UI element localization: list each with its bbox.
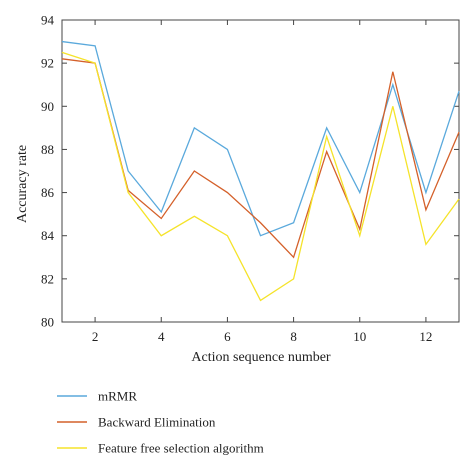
series-line-1 [61, 58, 460, 259]
y-tick-label: 84 [41, 228, 55, 243]
x-tick-label: 4 [158, 329, 165, 344]
x-tick-label: 6 [224, 329, 231, 344]
legend-label-0: mRMR [98, 389, 137, 404]
y-tick-label: 80 [41, 315, 54, 330]
y-tick-label: 82 [41, 271, 54, 286]
legend-label-2: Feature free selection algorithm [98, 441, 264, 456]
x-axis-title: Action sequence number [191, 350, 331, 365]
legend-label-1: Backward Elimination [98, 415, 216, 430]
y-tick-label: 90 [41, 99, 54, 114]
x-tick-label: 12 [419, 329, 432, 344]
y-tick-label: 92 [41, 56, 54, 71]
y-tick-label: 94 [41, 13, 55, 28]
series-line-0 [61, 40, 460, 237]
x-tick-label: 10 [353, 329, 366, 344]
x-tick-label: 2 [92, 329, 99, 344]
legend: mRMR Backward Elimination Feature free sel… [57, 389, 264, 456]
y-axis-title: Accuracy rate [15, 145, 30, 223]
plot-frame [61, 19, 460, 323]
x-tick-label: 8 [290, 329, 297, 344]
y-tick-label: 88 [41, 142, 54, 157]
plot-area: 80 82 84 86 88 90 92 94 2 4 6 8 10 12 [41, 13, 460, 344]
y-tick-label: 86 [41, 185, 55, 200]
series-line-2 [61, 51, 460, 302]
